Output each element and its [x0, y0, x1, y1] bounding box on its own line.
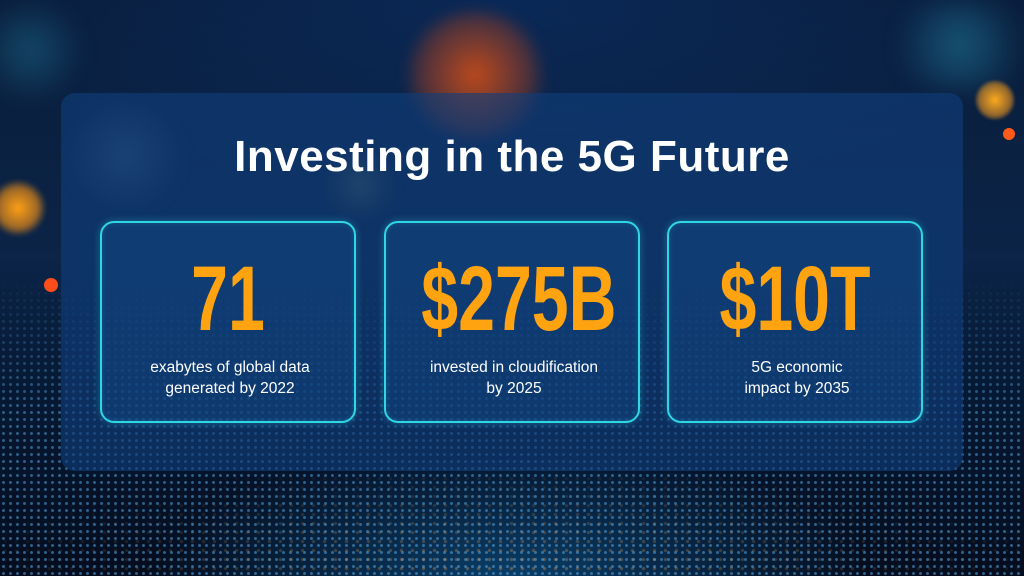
stat-caption-line: by 2025 [486, 380, 542, 397]
stat-caption: invested in cloudification by 2025 [396, 357, 632, 399]
bokeh-light [0, 180, 46, 236]
stat-caption: 5G economic impact by 2035 [679, 357, 915, 399]
page-title: Investing in the 5G Future [234, 132, 790, 181]
stat-caption-line: generated by 2022 [165, 380, 295, 397]
stat-caption-line: exabytes of global data [150, 359, 310, 376]
bokeh-light [975, 80, 1015, 120]
bokeh-light [880, 0, 1024, 90]
stat-caption-line: 5G economic [751, 359, 843, 376]
stat-caption-line: impact by 2035 [744, 380, 850, 397]
data-wave-highlight [0, 456, 1024, 576]
bokeh-light [1003, 128, 1015, 140]
stat-value: $10T [719, 248, 871, 350]
stat-caption-line: invested in cloudification [429, 359, 599, 376]
stat-value: 71 [191, 248, 265, 350]
content-panel [61, 93, 963, 471]
bokeh-light [0, 0, 90, 100]
stat-card-data: 71 exabytes of global data generated by … [100, 221, 356, 423]
stat-card-economic: $10T 5G economic impact by 2035 [667, 221, 923, 423]
stat-value: $275B [421, 248, 617, 350]
stat-caption: exabytes of global data generated by 202… [112, 357, 348, 399]
stat-card-cloud: $275B invested in cloudification by 2025 [384, 221, 640, 423]
